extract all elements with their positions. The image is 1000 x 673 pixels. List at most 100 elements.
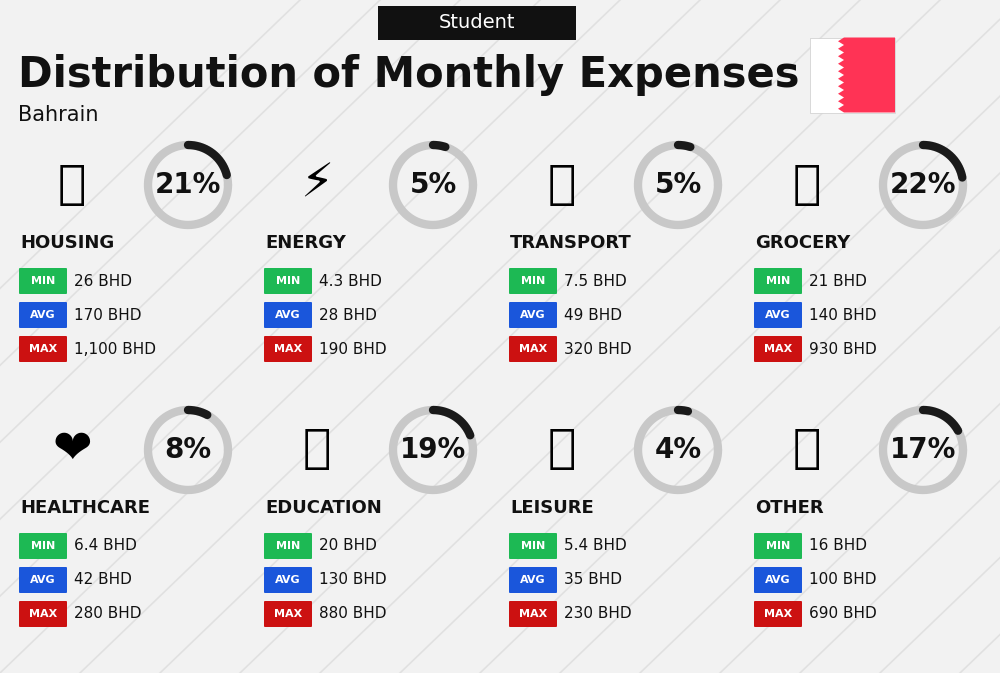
FancyBboxPatch shape bbox=[19, 302, 67, 328]
Text: 5.4 BHD: 5.4 BHD bbox=[564, 538, 627, 553]
Text: 690 BHD: 690 BHD bbox=[809, 606, 877, 621]
Text: 1,100 BHD: 1,100 BHD bbox=[74, 341, 156, 357]
Text: 🛍: 🛍 bbox=[548, 427, 576, 472]
Text: Bahrain: Bahrain bbox=[18, 105, 98, 125]
Text: MIN: MIN bbox=[276, 276, 300, 286]
Text: 130 BHD: 130 BHD bbox=[319, 573, 387, 588]
Text: MAX: MAX bbox=[274, 344, 302, 354]
Text: MAX: MAX bbox=[764, 344, 792, 354]
Text: 280 BHD: 280 BHD bbox=[74, 606, 142, 621]
FancyBboxPatch shape bbox=[754, 268, 802, 294]
Text: HEALTHCARE: HEALTHCARE bbox=[20, 499, 150, 517]
FancyBboxPatch shape bbox=[754, 336, 802, 362]
Text: 930 BHD: 930 BHD bbox=[809, 341, 877, 357]
Text: MIN: MIN bbox=[521, 276, 545, 286]
Text: TRANSPORT: TRANSPORT bbox=[510, 234, 632, 252]
FancyBboxPatch shape bbox=[509, 302, 557, 328]
FancyBboxPatch shape bbox=[264, 601, 312, 627]
Text: 16 BHD: 16 BHD bbox=[809, 538, 867, 553]
Text: AVG: AVG bbox=[520, 575, 546, 585]
FancyBboxPatch shape bbox=[509, 601, 557, 627]
Text: 5%: 5% bbox=[409, 171, 457, 199]
Text: AVG: AVG bbox=[275, 310, 301, 320]
FancyBboxPatch shape bbox=[810, 38, 895, 112]
Text: 4%: 4% bbox=[654, 436, 702, 464]
Text: 🛍: 🛍 bbox=[793, 162, 821, 207]
FancyBboxPatch shape bbox=[509, 567, 557, 593]
Text: OTHER: OTHER bbox=[755, 499, 824, 517]
Text: MAX: MAX bbox=[29, 344, 57, 354]
Text: MAX: MAX bbox=[764, 609, 792, 619]
FancyBboxPatch shape bbox=[264, 302, 312, 328]
Text: 42 BHD: 42 BHD bbox=[74, 573, 132, 588]
Text: AVG: AVG bbox=[275, 575, 301, 585]
Text: MAX: MAX bbox=[29, 609, 57, 619]
Text: 49 BHD: 49 BHD bbox=[564, 308, 622, 322]
Text: Distribution of Monthly Expenses: Distribution of Monthly Expenses bbox=[18, 54, 800, 96]
Text: 💰: 💰 bbox=[793, 427, 821, 472]
Text: MAX: MAX bbox=[274, 609, 302, 619]
FancyBboxPatch shape bbox=[264, 533, 312, 559]
Text: ❤: ❤ bbox=[52, 427, 92, 472]
Text: 🎓: 🎓 bbox=[303, 427, 331, 472]
Text: 320 BHD: 320 BHD bbox=[564, 341, 632, 357]
Text: MIN: MIN bbox=[521, 541, 545, 551]
Text: Student: Student bbox=[439, 13, 515, 32]
Text: 17%: 17% bbox=[890, 436, 956, 464]
Text: 100 BHD: 100 BHD bbox=[809, 573, 876, 588]
Text: AVG: AVG bbox=[30, 310, 56, 320]
FancyBboxPatch shape bbox=[754, 533, 802, 559]
FancyBboxPatch shape bbox=[509, 268, 557, 294]
Text: 🏢: 🏢 bbox=[58, 162, 86, 207]
Text: GROCERY: GROCERY bbox=[755, 234, 850, 252]
Text: 🚌: 🚌 bbox=[548, 162, 576, 207]
Text: 7.5 BHD: 7.5 BHD bbox=[564, 273, 627, 289]
Text: 6.4 BHD: 6.4 BHD bbox=[74, 538, 137, 553]
Text: MIN: MIN bbox=[766, 276, 790, 286]
Text: 20 BHD: 20 BHD bbox=[319, 538, 377, 553]
Text: AVG: AVG bbox=[520, 310, 546, 320]
Text: 880 BHD: 880 BHD bbox=[319, 606, 386, 621]
Text: 190 BHD: 190 BHD bbox=[319, 341, 387, 357]
Text: 35 BHD: 35 BHD bbox=[564, 573, 622, 588]
Text: 22%: 22% bbox=[890, 171, 956, 199]
FancyBboxPatch shape bbox=[19, 601, 67, 627]
FancyBboxPatch shape bbox=[19, 336, 67, 362]
Text: MIN: MIN bbox=[276, 541, 300, 551]
FancyBboxPatch shape bbox=[264, 336, 312, 362]
Text: 28 BHD: 28 BHD bbox=[319, 308, 377, 322]
Text: 21%: 21% bbox=[155, 171, 221, 199]
Text: 140 BHD: 140 BHD bbox=[809, 308, 876, 322]
Text: LEISURE: LEISURE bbox=[510, 499, 594, 517]
FancyBboxPatch shape bbox=[19, 533, 67, 559]
Text: MAX: MAX bbox=[519, 609, 547, 619]
FancyBboxPatch shape bbox=[264, 567, 312, 593]
Polygon shape bbox=[838, 38, 895, 112]
Text: MIN: MIN bbox=[31, 276, 55, 286]
Text: 8%: 8% bbox=[164, 436, 212, 464]
Text: ⚡: ⚡ bbox=[300, 162, 334, 207]
FancyBboxPatch shape bbox=[754, 567, 802, 593]
Text: HOUSING: HOUSING bbox=[20, 234, 114, 252]
Text: MIN: MIN bbox=[766, 541, 790, 551]
Text: 170 BHD: 170 BHD bbox=[74, 308, 142, 322]
FancyBboxPatch shape bbox=[509, 533, 557, 559]
Text: MIN: MIN bbox=[31, 541, 55, 551]
Text: AVG: AVG bbox=[765, 310, 791, 320]
FancyBboxPatch shape bbox=[754, 302, 802, 328]
FancyBboxPatch shape bbox=[19, 567, 67, 593]
Text: 26 BHD: 26 BHD bbox=[74, 273, 132, 289]
Text: MAX: MAX bbox=[519, 344, 547, 354]
Text: 5%: 5% bbox=[654, 171, 702, 199]
FancyBboxPatch shape bbox=[264, 268, 312, 294]
Text: ENERGY: ENERGY bbox=[265, 234, 346, 252]
Text: AVG: AVG bbox=[30, 575, 56, 585]
Text: 4.3 BHD: 4.3 BHD bbox=[319, 273, 382, 289]
FancyBboxPatch shape bbox=[19, 268, 67, 294]
Text: AVG: AVG bbox=[765, 575, 791, 585]
Text: 21 BHD: 21 BHD bbox=[809, 273, 867, 289]
Text: 230 BHD: 230 BHD bbox=[564, 606, 632, 621]
FancyBboxPatch shape bbox=[509, 336, 557, 362]
Text: EDUCATION: EDUCATION bbox=[265, 499, 382, 517]
FancyBboxPatch shape bbox=[378, 6, 576, 40]
